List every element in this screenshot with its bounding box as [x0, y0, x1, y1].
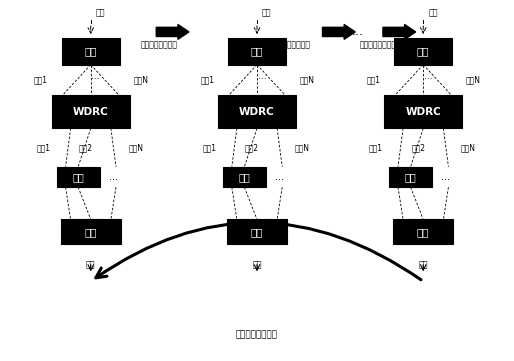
Text: 通道N: 通道N	[134, 75, 149, 84]
Text: 下一个时变滤波器: 下一个时变滤波器	[359, 41, 396, 50]
FancyBboxPatch shape	[223, 167, 266, 187]
Text: 通道N: 通道N	[466, 75, 481, 84]
Text: 滤波1: 滤波1	[36, 143, 50, 152]
Text: 滤波: 滤波	[405, 172, 416, 182]
FancyBboxPatch shape	[227, 219, 287, 244]
FancyBboxPatch shape	[52, 95, 130, 128]
Text: 输入: 输入	[262, 9, 271, 18]
FancyBboxPatch shape	[394, 38, 452, 65]
Text: 通道1: 通道1	[366, 75, 380, 84]
Text: 合成: 合成	[417, 227, 430, 237]
Text: 滤波1: 滤波1	[203, 143, 217, 152]
FancyBboxPatch shape	[389, 167, 432, 187]
Text: ...: ...	[258, 71, 266, 81]
FancyBboxPatch shape	[61, 219, 121, 244]
Text: WDRC: WDRC	[73, 106, 108, 117]
FancyArrow shape	[322, 25, 355, 39]
Text: ...: ...	[108, 172, 118, 182]
Text: ...: ...	[352, 25, 364, 38]
Text: WDRC: WDRC	[239, 106, 275, 117]
Text: 通道1: 通道1	[200, 75, 214, 84]
Text: 输入: 输入	[96, 9, 105, 18]
FancyBboxPatch shape	[384, 95, 462, 128]
Text: 滤波2: 滤波2	[79, 143, 93, 152]
Text: 分析: 分析	[84, 46, 97, 56]
FancyBboxPatch shape	[57, 167, 100, 187]
FancyBboxPatch shape	[228, 38, 286, 65]
Text: 分析: 分析	[417, 46, 430, 56]
Text: 输出: 输出	[252, 260, 262, 269]
Text: ...: ...	[424, 71, 433, 81]
Text: 合成: 合成	[251, 227, 263, 237]
Text: 通道N: 通道N	[300, 75, 315, 84]
FancyArrow shape	[156, 25, 189, 39]
Text: 滤波N: 滤波N	[295, 143, 310, 152]
Text: 下一个时变滤波器: 下一个时变滤波器	[236, 330, 278, 339]
Text: 滤波2: 滤波2	[245, 143, 259, 152]
FancyArrow shape	[383, 25, 416, 39]
Text: 下一个时变滤波器: 下一个时变滤波器	[140, 41, 177, 50]
FancyBboxPatch shape	[218, 95, 296, 128]
Text: 滤波: 滤波	[72, 172, 84, 182]
Text: 滤波N: 滤波N	[461, 143, 476, 152]
Text: 滤波2: 滤波2	[411, 143, 425, 152]
Text: 输入: 输入	[428, 9, 438, 18]
Text: 滤波1: 滤波1	[369, 143, 383, 152]
Text: 下一个时变滤波器: 下一个时变滤波器	[274, 41, 311, 50]
Text: 滤波: 滤波	[238, 172, 250, 182]
Text: WDRC: WDRC	[406, 106, 441, 117]
Text: ...: ...	[275, 172, 284, 182]
Text: 滤波N: 滤波N	[128, 143, 143, 152]
FancyBboxPatch shape	[62, 38, 120, 65]
Text: 合成: 合成	[84, 227, 97, 237]
Text: 输出: 输出	[86, 260, 96, 269]
Text: ...: ...	[441, 172, 450, 182]
Text: 输出: 输出	[418, 260, 428, 269]
Text: 通道1: 通道1	[34, 75, 48, 84]
Text: 分析: 分析	[251, 46, 263, 56]
Text: ...: ...	[91, 71, 100, 81]
FancyBboxPatch shape	[393, 219, 453, 244]
